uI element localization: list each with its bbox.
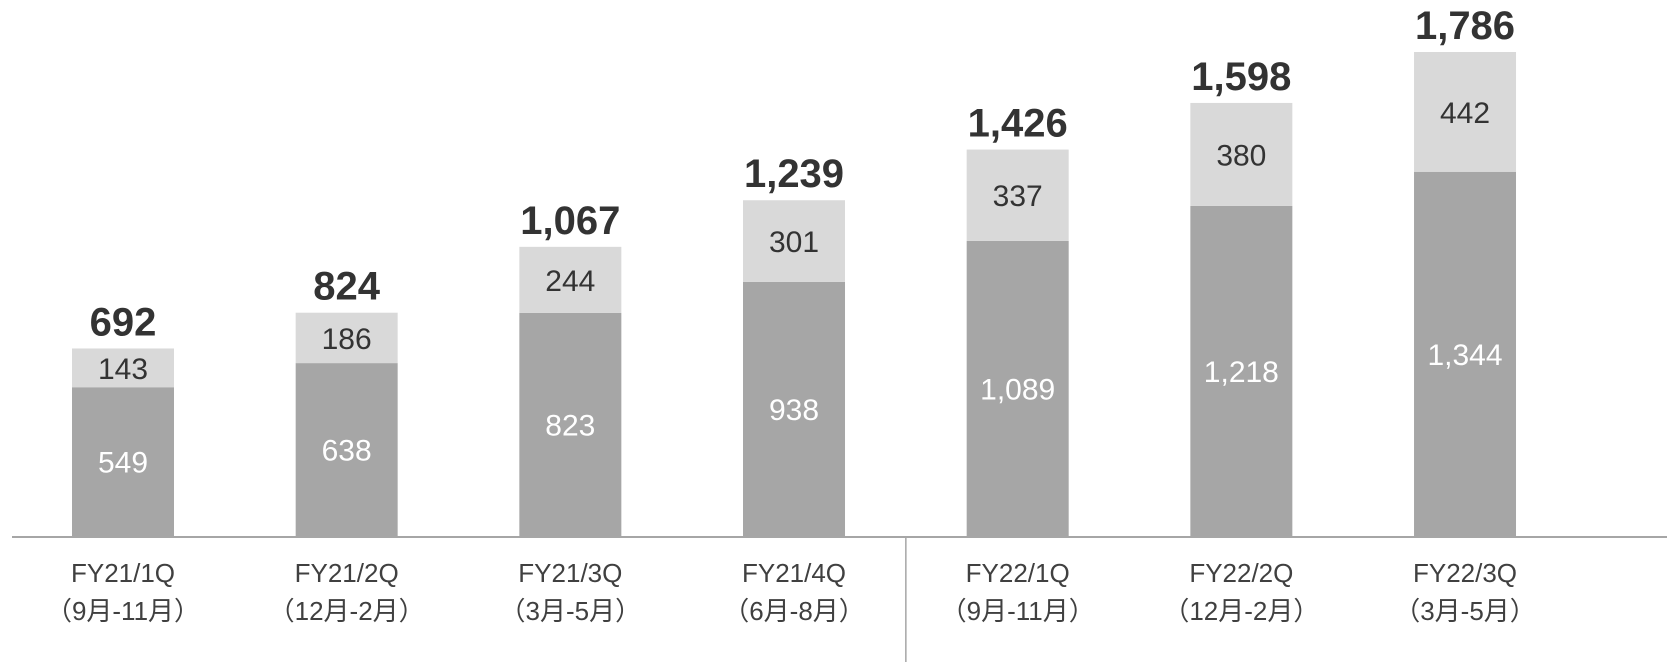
- bar-value-label-top: 143: [98, 353, 148, 386]
- x-tick-sublabel: （12月-2月）: [269, 596, 425, 626]
- bar-segment-top: [519, 246, 622, 313]
- bar-segment-top: [295, 312, 398, 364]
- x-tick-label: FY21/4Q: [742, 558, 846, 588]
- bar-total-label: 1,067: [520, 199, 620, 243]
- bar-segment-bottom: [519, 312, 622, 536]
- bar-segment-bottom: [295, 363, 398, 536]
- bar-total-label: 1,239: [744, 152, 844, 196]
- x-tick-label: FY22/3Q: [1413, 558, 1517, 588]
- bar-value-label-bottom: 549: [98, 447, 148, 480]
- bar-value-label-bottom: 938: [769, 394, 819, 427]
- bar-value-label-top: 442: [1440, 97, 1490, 130]
- bar-value-label-top: 301: [769, 226, 819, 259]
- bar-value-label-top: 244: [545, 265, 595, 298]
- bar-segment-bottom: [966, 240, 1069, 537]
- bar-segment-bottom: [743, 281, 846, 536]
- bar-total-label: 1,786: [1415, 4, 1515, 48]
- x-tick-label: FY21/1Q: [71, 558, 175, 588]
- bar-segment-top: [72, 348, 174, 388]
- x-tick-sublabel: （6月-8月）: [723, 596, 865, 626]
- x-tick-sublabel: （3月-5月）: [1394, 596, 1536, 626]
- bar-total-label: 1,598: [1191, 55, 1291, 99]
- bar-segment-top: [966, 149, 1069, 241]
- bar-value-label-bottom: 1,089: [980, 373, 1055, 406]
- x-tick-sublabel: （12月-2月）: [1163, 596, 1319, 626]
- x-tick-sublabel: （3月-5月）: [500, 596, 642, 626]
- bar-value-label-bottom: 1,218: [1204, 356, 1279, 389]
- bar-value-label-top: 380: [1216, 139, 1266, 172]
- bar-value-label-top: 186: [322, 323, 372, 356]
- bar-segment-bottom: [72, 387, 174, 536]
- bar-segment-top: [1190, 102, 1293, 206]
- bar-total-label: 1,426: [968, 102, 1068, 146]
- bar-segment-top: [743, 200, 846, 282]
- bar-value-label-top: 337: [993, 180, 1043, 213]
- bar-segment-bottom: [1414, 171, 1517, 536]
- bar-value-label-bottom: 638: [322, 435, 372, 468]
- x-tick-label: FY21/3Q: [518, 558, 622, 588]
- bar-value-label-bottom: 1,344: [1427, 339, 1502, 372]
- bar-total-label: 824: [313, 265, 380, 309]
- x-tick-label: FY21/2Q: [295, 558, 399, 588]
- x-tick-label: FY22/1Q: [966, 558, 1070, 588]
- x-tick-sublabel: （9月-11月）: [941, 596, 1095, 626]
- bar-segment-bottom: [1190, 205, 1293, 536]
- bar-segment-top: [1414, 52, 1517, 172]
- bar-total-label: 692: [90, 300, 157, 344]
- x-tick-sublabel: （9月-11月）: [46, 596, 200, 626]
- bar-value-label-bottom: 823: [545, 409, 595, 442]
- x-tick-label: FY22/2Q: [1189, 558, 1293, 588]
